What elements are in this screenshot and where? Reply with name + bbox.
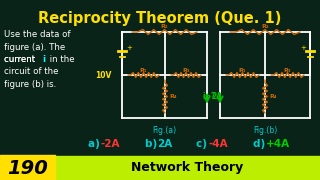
Text: a): a): [88, 139, 103, 149]
Text: i=?: i=?: [203, 92, 216, 101]
Text: c): c): [196, 139, 211, 149]
Text: Fig.(a): Fig.(a): [152, 126, 177, 135]
Text: R₁: R₁: [239, 68, 246, 73]
Text: R₄: R₄: [169, 94, 177, 99]
Bar: [0, 155, 55, 180]
Text: 2A: 2A: [157, 139, 173, 149]
Text: current: current: [4, 55, 38, 64]
Text: R₃: R₃: [182, 68, 190, 73]
Text: Reciprocity Theorem (Que. 1): Reciprocity Theorem (Que. 1): [38, 11, 282, 26]
Text: figure (a). The: figure (a). The: [4, 42, 65, 51]
Text: 2A: 2A: [211, 92, 222, 101]
Text: -4A: -4A: [209, 139, 228, 149]
Text: Use the data of: Use the data of: [4, 30, 70, 39]
Text: d): d): [253, 139, 269, 149]
Text: Network Theory: Network Theory: [132, 161, 244, 174]
Bar: [0, 156, 320, 180]
Text: +4A: +4A: [266, 139, 290, 149]
Text: R₂: R₂: [161, 24, 168, 30]
Text: 10V: 10V: [96, 71, 112, 80]
Text: Fig.(b): Fig.(b): [253, 126, 277, 135]
Text: R₄: R₄: [269, 94, 277, 99]
Text: R₂: R₂: [261, 24, 269, 30]
Text: figure (b) is.: figure (b) is.: [4, 80, 56, 89]
Text: current: current: [4, 55, 38, 64]
Text: i: i: [42, 55, 45, 64]
Text: R₁: R₁: [140, 68, 147, 73]
Text: circuit of the: circuit of the: [4, 68, 59, 76]
Text: in the: in the: [47, 55, 75, 64]
Text: R₃: R₃: [284, 68, 291, 73]
Text: +: +: [300, 46, 306, 51]
Text: b): b): [145, 139, 161, 149]
Text: -2A: -2A: [100, 139, 120, 149]
Text: 190: 190: [7, 159, 48, 177]
Text: +: +: [126, 46, 132, 51]
